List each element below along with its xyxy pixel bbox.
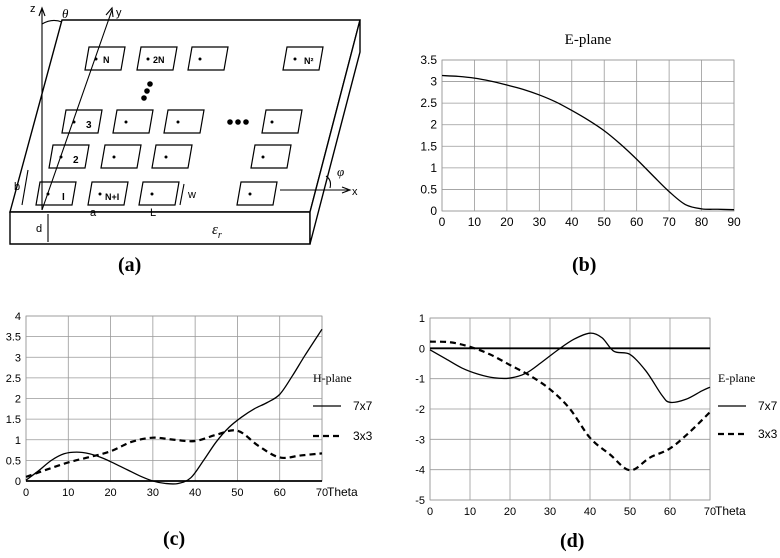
panel-c-label: (c) [163,528,186,550]
series-line-3x3 [429,340,711,472]
x-tick-label: 0 [439,215,446,229]
y-tick-label: 4 [15,311,21,323]
series-line-main [441,74,735,211]
y-tick-label: 1 [430,161,437,175]
x-tick-label: 60 [630,215,644,229]
x-tick-label: 50 [624,506,636,518]
x-tick-label: 60 [664,506,676,518]
x-axis-label: x [352,186,358,198]
grid [441,59,735,212]
x-tick-label: 40 [565,215,579,229]
chart-d-e-plane: 0 10 20 30 40 50 60 70 -5 -4 -3 -2 -1 0 1 Theta E-plane7… [415,313,778,518]
chart-b-e-plane: 0 10 20 30 40 50 60 70 80 90 0 0.5 1 1.5 2 2.5 3 3.5 E-pla… [420,32,741,229]
y-tick-label: 2 [430,118,437,132]
x-tick-label: 30 [533,215,547,229]
y-tick-label: 0.5 [6,455,21,467]
y-tick-label: 1.5 [420,139,437,153]
y-tick-label: 3.5 [6,332,21,344]
patch-label-n: N [103,55,110,65]
x-tick-label: 50 [598,215,612,229]
series-line-7x7 [429,332,711,404]
x-tick-label: 20 [104,487,116,499]
y-tick-label: 3 [15,352,21,364]
legend-title: H-plane [313,371,352,385]
dim-l-label: L [150,207,156,219]
x-tick-label: 20 [504,506,516,518]
panel-b-label: (b) [572,254,597,276]
y-tick-label: -4 [415,465,425,477]
y-tick-label: 2.5 [6,373,21,385]
y-tick-label: 2.5 [420,96,437,110]
legend-label: 7x7 [353,399,373,413]
x-tick-label: 30 [147,487,159,499]
phi-label: φ [337,164,344,179]
chart-c-h-plane: 0 10 20 30 40 50 60 70 0 0.5 1 1.5 2 2.5 3 3.5 4 Theta H-p… [6,311,373,499]
legend-label: 3x3 [758,427,778,441]
patch-label-2: 2 [73,155,79,166]
chart-title: E-plane [565,32,612,48]
y-tick-label: -3 [415,434,425,446]
grid [25,315,323,482]
x-tick-label: 70 [662,215,676,229]
y-tick-label: -2 [415,404,425,416]
series-line-3x3 [25,429,323,478]
y-axis-label: y [116,7,122,19]
x-tick-label: 10 [62,487,74,499]
grid [429,317,711,501]
y-tick-label: -5 [415,495,425,507]
y-tick-label: 0 [419,343,425,355]
patch-label-n2: N² [304,56,314,66]
y-tick-label: 2 [15,394,21,406]
epsilon-label: εr [212,222,222,241]
x-tick-label: 40 [584,506,596,518]
y-tick-label: 3.5 [420,53,437,67]
x-tick-label: 70 [316,487,328,499]
z-axis-label: z [30,3,36,15]
x-tick-label: 10 [468,215,482,229]
plot-frame [441,59,735,212]
x-axis-label: Theta [327,485,358,499]
x-tick-label: 10 [464,506,476,518]
patch-array-diagram: z θ y x φ N 2N N² 3 2 I N+I b a L w d εr [9,3,361,245]
patch-label-n-plus-1: N+I [105,192,119,202]
x-tick-label: 20 [500,215,514,229]
x-tick-label: 0 [427,506,433,518]
x-tick-label: 40 [189,487,201,499]
dim-b-label: b [14,181,20,193]
series-line-7x7 [25,328,323,485]
plot-frame [429,317,711,501]
y-tick-label: 1.5 [6,414,21,426]
legend-label: 7x7 [758,399,778,413]
y-tick-label: 1 [15,435,21,447]
panel-a-label: (a) [118,254,142,276]
y-tick-label: 1 [419,313,425,325]
dim-w-label: w [187,189,196,201]
panel-d-label: (d) [560,530,585,552]
x-tick-label: 80 [695,215,709,229]
patch-label-3: 3 [86,120,92,131]
legend-title: E-plane [718,371,755,385]
x-tick-label: 50 [231,487,243,499]
dim-a-label: a [90,207,97,219]
y-tick-label: 0.5 [420,182,437,196]
dim-d-label: d [36,223,42,235]
y-tick-label: 0 [430,204,437,218]
theta-label: θ [62,6,69,21]
y-tick-label: -1 [415,374,425,386]
x-tick-label: 0 [23,487,29,499]
x-axis-label: Theta [715,504,746,518]
patch-label-1: I [62,192,65,203]
x-tick-label: 60 [274,487,286,499]
x-tick-label: 30 [544,506,556,518]
x-tick-label: 70 [704,506,716,518]
patch-label-2n: 2N [153,55,165,65]
legend-label: 3x3 [353,429,373,443]
y-tick-label: 0 [15,476,21,488]
y-tick-label: 3 [430,75,437,89]
x-tick-label: 90 [727,215,741,229]
